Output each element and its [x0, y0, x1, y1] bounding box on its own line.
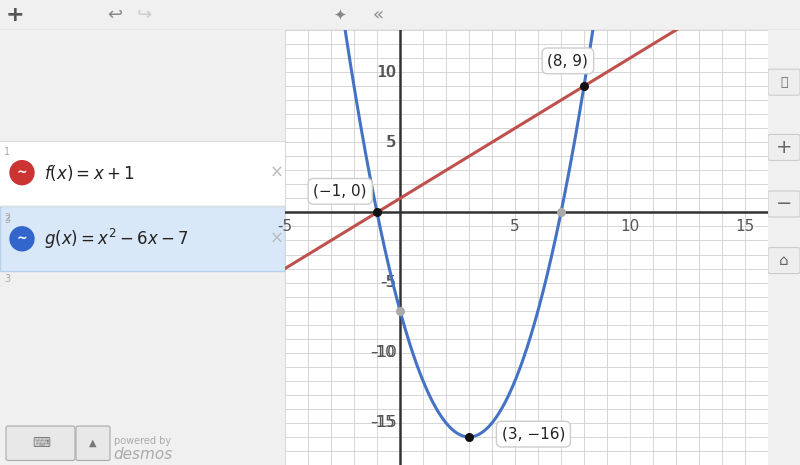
Text: -5: -5 — [278, 219, 293, 234]
Text: 5: 5 — [510, 219, 520, 234]
Text: ~: ~ — [17, 166, 27, 179]
Circle shape — [10, 227, 34, 251]
Text: -15: -15 — [370, 415, 395, 431]
Text: ▲: ▲ — [90, 438, 97, 448]
Text: «: « — [373, 6, 383, 24]
Text: ~: ~ — [17, 232, 27, 246]
Text: ✦: ✦ — [334, 7, 346, 22]
FancyBboxPatch shape — [768, 247, 800, 273]
Text: (−1, 0): (−1, 0) — [314, 184, 367, 199]
Text: ×: × — [270, 164, 284, 182]
Text: 15: 15 — [735, 219, 754, 234]
Text: -15: -15 — [372, 415, 397, 431]
Text: -5: -5 — [382, 275, 397, 290]
Text: 10: 10 — [620, 219, 640, 234]
Text: ↪: ↪ — [138, 6, 153, 24]
FancyBboxPatch shape — [76, 426, 110, 460]
Text: -10: -10 — [372, 345, 397, 360]
Text: 🔧: 🔧 — [780, 76, 788, 89]
Text: 2: 2 — [4, 213, 10, 223]
Text: −: − — [776, 194, 792, 213]
Text: ×: × — [270, 230, 284, 248]
Text: $g(x) = x^2 - 6x - 7$: $g(x) = x^2 - 6x - 7$ — [44, 227, 189, 251]
Text: desmos: desmos — [113, 446, 172, 462]
FancyBboxPatch shape — [768, 191, 800, 217]
Text: powered by: powered by — [114, 436, 171, 446]
Text: -5: -5 — [380, 275, 395, 290]
Text: 5: 5 — [386, 135, 395, 150]
Text: 1: 1 — [4, 147, 10, 158]
Text: ↩: ↩ — [107, 6, 122, 24]
Text: ⌨: ⌨ — [32, 437, 50, 450]
Text: ⌂: ⌂ — [779, 253, 789, 268]
Text: -10: -10 — [370, 345, 395, 360]
Text: +: + — [776, 138, 792, 157]
Bar — [0, 206, 285, 272]
Bar — [0, 141, 285, 206]
Text: $f(x) = x + 1$: $f(x) = x + 1$ — [44, 163, 134, 183]
FancyBboxPatch shape — [768, 134, 800, 160]
Text: (3, −16): (3, −16) — [502, 426, 565, 442]
FancyBboxPatch shape — [6, 426, 75, 460]
Text: (8, 9): (8, 9) — [547, 53, 588, 68]
FancyBboxPatch shape — [768, 69, 800, 95]
Circle shape — [10, 161, 34, 185]
Text: +: + — [6, 5, 24, 25]
Text: 10: 10 — [378, 65, 397, 80]
Text: 3: 3 — [4, 215, 10, 225]
Text: 10: 10 — [376, 65, 395, 80]
Text: 3: 3 — [4, 273, 10, 284]
Text: 5: 5 — [387, 135, 397, 150]
